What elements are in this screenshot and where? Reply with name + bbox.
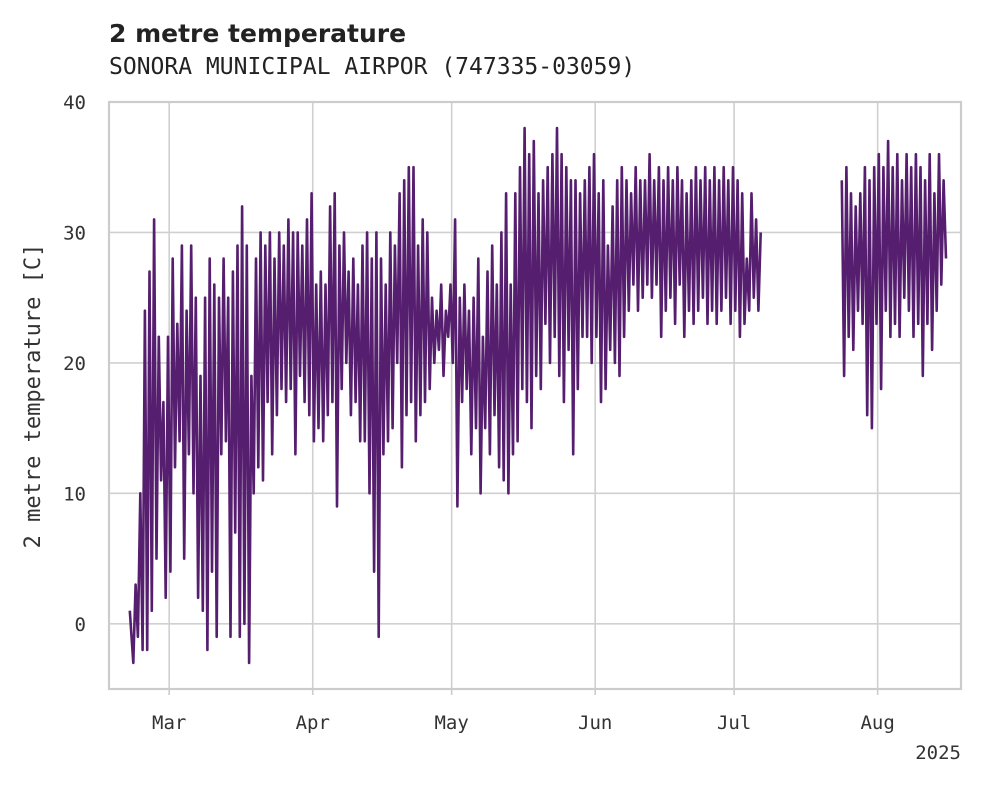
x-tick-label: Jul xyxy=(717,712,751,734)
x-tick-label: Jun xyxy=(578,712,612,734)
y-tick-label: 10 xyxy=(63,483,86,505)
x-tick-label: Aug xyxy=(860,712,894,734)
chart-title: 2 metre temperature xyxy=(109,19,406,48)
chart-subtitle: SONORA MUNICIPAL AIRPOR (747335-03059) xyxy=(109,54,635,80)
series-layer xyxy=(128,126,948,665)
y-tick-label: 40 xyxy=(63,92,86,114)
y-axis-ticks: 0 10 20 30 40 xyxy=(63,92,86,636)
y-tick-label: 0 xyxy=(75,614,86,636)
temperature-series-line xyxy=(128,126,762,665)
plot-frame xyxy=(107,100,963,691)
x-tick-label: May xyxy=(434,712,468,734)
y-tick-label: 30 xyxy=(63,222,86,244)
y-axis-label: 2 metre temperature [C] xyxy=(21,244,46,549)
x-tick-label: Mar xyxy=(152,712,186,734)
temperature-series-line xyxy=(840,139,948,430)
y-tick-label: 20 xyxy=(63,353,86,375)
year-label: 2025 xyxy=(915,742,961,764)
x-tick-label: Apr xyxy=(296,712,330,734)
x-axis-ticks: Mar Apr May Jun Jul Aug xyxy=(152,689,895,734)
